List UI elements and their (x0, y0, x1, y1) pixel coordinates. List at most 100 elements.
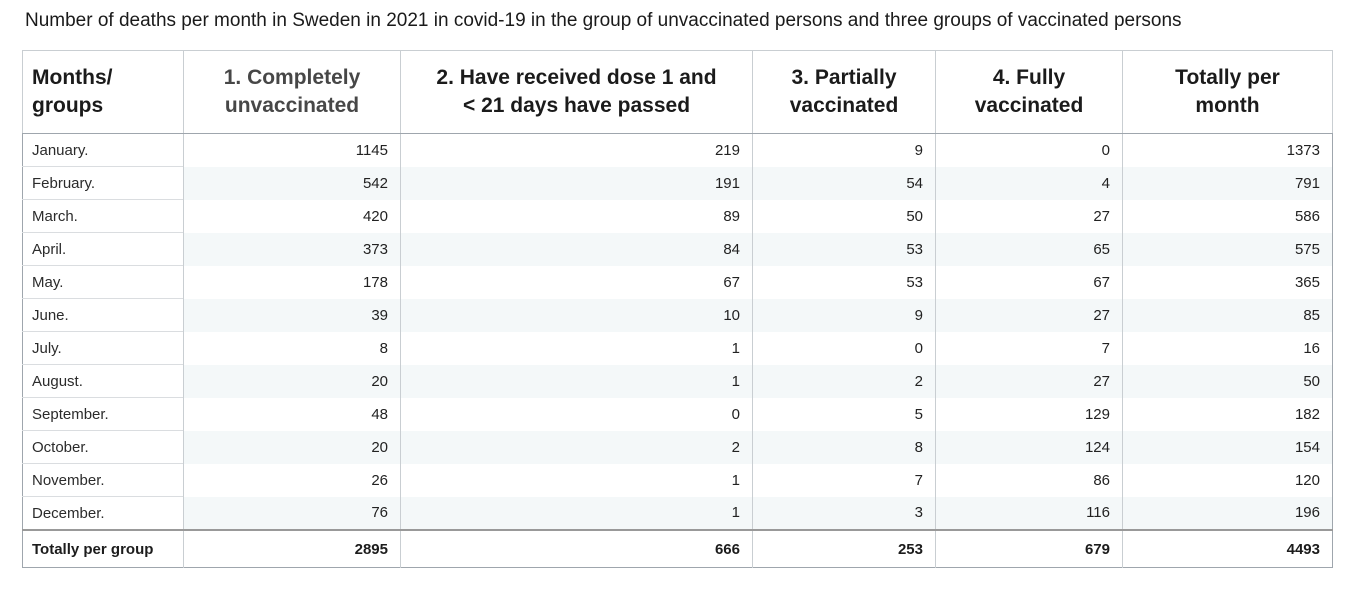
value-cell: 10 (400, 298, 753, 332)
value-cell: 154 (1122, 430, 1333, 464)
total-fully-vaccinated: 679 (935, 529, 1123, 568)
value-cell: 196 (1122, 496, 1333, 530)
value-cell: 54 (752, 166, 936, 200)
value-cell: 3 (752, 496, 936, 530)
value-cell: 542 (183, 166, 401, 200)
value-cell: 420 (183, 199, 401, 233)
value-cell: 7 (752, 463, 936, 497)
month-cell: December. (22, 496, 184, 530)
value-cell: 1 (400, 463, 753, 497)
page: Number of deaths per month in Sweden in … (22, 10, 1333, 568)
value-cell: 27 (935, 298, 1123, 332)
totals-row: Totally per group 2895 666 253 679 4493 (22, 529, 1333, 568)
value-cell: 50 (1122, 364, 1333, 398)
value-cell: 124 (935, 430, 1123, 464)
value-cell: 1145 (183, 133, 401, 167)
value-cell: 48 (183, 397, 401, 431)
header-dose1-under-21-days: 2. Have received dose 1 and < 21 days ha… (400, 50, 753, 134)
value-cell: 86 (935, 463, 1123, 497)
total-dose1-under-21-days: 666 (400, 529, 753, 568)
month-cell: March. (22, 199, 184, 233)
value-cell: 89 (400, 199, 753, 233)
value-cell: 219 (400, 133, 753, 167)
month-cell: June. (22, 298, 184, 332)
value-cell: 0 (935, 133, 1123, 167)
table-row: March. 420 89 50 27 586 (22, 199, 1333, 233)
table-row: April. 373 84 53 65 575 (22, 232, 1333, 266)
total-completely-unvaccinated: 2895 (183, 529, 401, 568)
table-row: January. 1145 219 9 0 1373 (22, 133, 1333, 167)
table-row: September. 48 0 5 129 182 (22, 397, 1333, 431)
value-cell: 67 (400, 265, 753, 299)
value-cell: 8 (752, 430, 936, 464)
value-cell: 178 (183, 265, 401, 299)
value-cell: 0 (400, 397, 753, 431)
value-cell: 129 (935, 397, 1123, 431)
table-row: July. 8 1 0 7 16 (22, 331, 1333, 365)
value-cell: 365 (1294, 273, 1320, 291)
table-row: October. 20 2 8 124 154 (22, 430, 1333, 464)
value-cell: 9 (752, 298, 936, 332)
deaths-table: Months/ groups 1. Completely unvaccinate… (22, 50, 1333, 568)
table-row: December. 76 1 3 116 196 (22, 496, 1333, 530)
value-cell: 1373 (1286, 141, 1320, 159)
value-cell: 191 (400, 166, 753, 200)
value-cell: 373 (183, 232, 401, 266)
month-cell: May. (22, 265, 184, 299)
month-cell: October. (22, 430, 184, 464)
header-completely-unvaccinated: 1. Completely unvaccinated (183, 50, 401, 134)
value-cell: 5 (752, 397, 936, 431)
value-cell: 2 (400, 430, 753, 464)
page-title: Number of deaths per month in Sweden in … (25, 10, 1182, 31)
month-cell: September. (22, 397, 184, 431)
table-body: January. 1145 219 9 0 1373 February. 542 191 54 4 7… (22, 133, 1333, 530)
value-cell: 65 (935, 232, 1123, 266)
value-cell: 1 (400, 496, 753, 530)
value-cell: 26 (183, 463, 401, 497)
value-cell: 50 (752, 199, 936, 233)
value-cell: 1 (400, 331, 753, 365)
table-row: May. 178 67 53 67 365 (22, 265, 1333, 299)
month-cell: November. (22, 463, 184, 497)
value-cell: 182 (1294, 405, 1320, 423)
table-footer: Totally per group 2895 666 253 679 4493 (22, 529, 1333, 568)
value-cell: 7 (935, 331, 1123, 365)
total-partially-vaccinated: 253 (752, 529, 936, 568)
value-cell: 0 (752, 331, 936, 365)
value-cell: 84 (400, 232, 753, 266)
value-cell: 586 (1294, 207, 1320, 225)
value-cell: 27 (935, 364, 1123, 398)
value-cell: 53 (752, 265, 936, 299)
value-cell: 16 (1303, 339, 1320, 357)
value-cell: 120 (1294, 471, 1320, 489)
value-cell: 53 (752, 232, 936, 266)
value-cell: 575 (1122, 232, 1333, 266)
value-cell: 20 (183, 430, 401, 464)
header-months-groups: Months/ groups (22, 50, 184, 134)
value-cell: 20 (183, 364, 401, 398)
value-cell: 27 (935, 199, 1123, 233)
value-cell: 791 (1122, 166, 1333, 200)
table-row: February. 542 191 54 4 791 (22, 166, 1333, 200)
value-cell: 67 (935, 265, 1123, 299)
month-cell: July. (22, 331, 184, 365)
value-cell: 8 (183, 331, 401, 365)
value-cell: 1 (400, 364, 753, 398)
value-cell: 39 (183, 298, 401, 332)
table-header: Months/ groups 1. Completely unvaccinate… (22, 50, 1333, 134)
value-cell: 2 (752, 364, 936, 398)
month-cell: January. (22, 133, 184, 167)
month-cell: August. (22, 364, 184, 398)
month-cell: February. (22, 166, 184, 200)
month-cell: April. (22, 232, 184, 266)
header-partially-vaccinated: 3. Partially vaccinated (752, 50, 936, 134)
value-cell: 76 (183, 496, 401, 530)
table-row: August. 20 1 2 27 50 (22, 364, 1333, 398)
grand-total: 4493 (1122, 529, 1333, 568)
table-row: November. 26 1 7 86 120 (22, 463, 1333, 497)
totals-row-label: Totally per group (22, 529, 184, 568)
header-fully-vaccinated: 4. Fully vaccinated (935, 50, 1123, 134)
value-cell: 116 (935, 496, 1123, 530)
value-cell: 9 (752, 133, 936, 167)
value-cell: 4 (935, 166, 1123, 200)
